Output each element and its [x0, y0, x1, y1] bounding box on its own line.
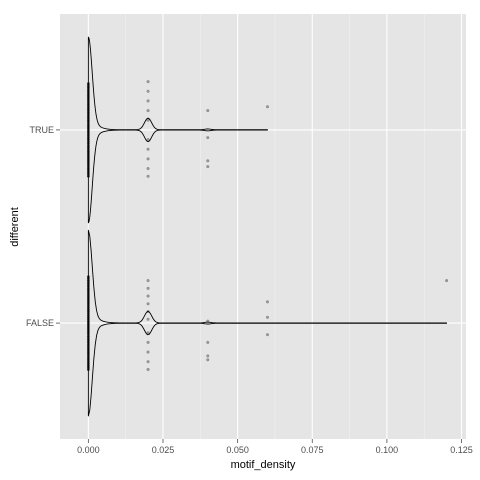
- y-tick-label: FALSE: [26, 318, 54, 328]
- data-point: [206, 340, 210, 344]
- data-point: [445, 279, 449, 283]
- data-point: [265, 333, 269, 337]
- data-point: [146, 317, 150, 321]
- data-point: [146, 302, 150, 306]
- data-point: [146, 286, 150, 290]
- data-point: [146, 99, 150, 103]
- x-tick-label: 0.100: [376, 445, 399, 455]
- x-axis-title: motif_density: [231, 459, 296, 471]
- data-point: [146, 157, 150, 161]
- x-tick-label: 0.125: [450, 445, 473, 455]
- data-point: [146, 80, 150, 84]
- data-point: [146, 367, 150, 371]
- x-tick-label: 0.025: [152, 445, 175, 455]
- data-point: [146, 147, 150, 151]
- y-tick-label: TRUE: [30, 125, 55, 135]
- minor-gridlines: [125, 14, 425, 439]
- data-point: [146, 340, 150, 344]
- x-tick-label: 0.000: [77, 445, 100, 455]
- data-point: [265, 105, 269, 109]
- data-point: [146, 331, 150, 335]
- violins: [87, 36, 448, 417]
- plot-panel: [60, 14, 466, 439]
- data-point: [206, 109, 210, 113]
- data-point: [146, 89, 150, 93]
- data-point: [265, 300, 269, 304]
- major-gridlines: [60, 14, 466, 439]
- data-point: [146, 294, 150, 298]
- violin-true: [87, 36, 268, 224]
- violin-false: [87, 229, 448, 417]
- data-point: [146, 360, 150, 364]
- data-point: [146, 138, 150, 142]
- x-axis: 0.000 0.025 0.050 0.075 0.100 0.125: [77, 439, 473, 455]
- x-tick-label: 0.075: [301, 445, 324, 455]
- data-point: [146, 118, 150, 122]
- data-point: [206, 136, 210, 140]
- data-point: [146, 167, 150, 171]
- x-tick-label: 0.050: [226, 445, 249, 455]
- data-point: [206, 354, 210, 358]
- data-point: [146, 109, 150, 113]
- data-point: [206, 165, 210, 169]
- data-point: [265, 315, 269, 319]
- data-point: [146, 174, 150, 178]
- data-point: [146, 350, 150, 354]
- y-axis: FALSE TRUE: [26, 125, 60, 328]
- y-axis-title: different: [9, 207, 21, 247]
- data-point: [146, 279, 150, 283]
- data-point: [206, 159, 210, 163]
- data-point: [206, 358, 210, 362]
